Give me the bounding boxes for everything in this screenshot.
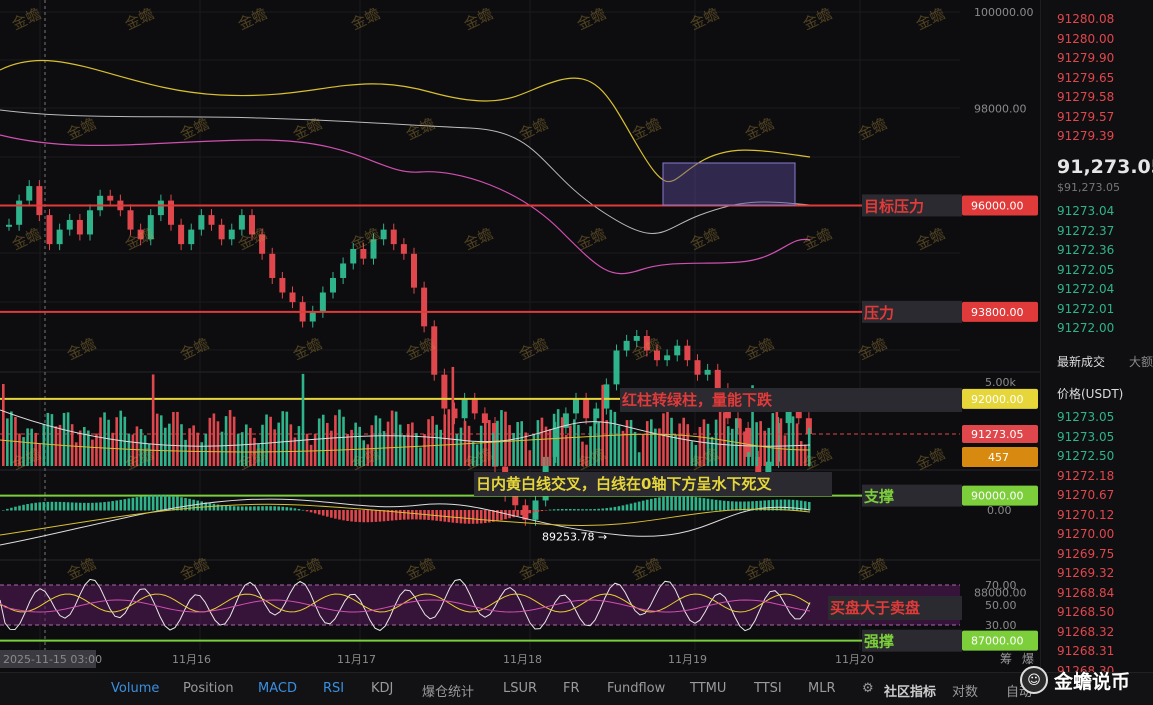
macd-histogram <box>0 495 811 546</box>
date-tick: 11月18 <box>503 653 542 666</box>
bollinger-overlays <box>0 59 811 275</box>
trade-price: 91270.67 <box>1057 488 1115 502</box>
brand-name: 金蟾说币 <box>1054 670 1131 693</box>
trade-price: 91273.05 <box>1057 429 1115 444</box>
price-tick: 100000.00 <box>974 6 1034 19</box>
level-price-tag: 96000.00 <box>971 199 1024 212</box>
indicator-toolbar: Volume Position MACD RSI KDJ 爆仓统计 LSUR FR Fundfl… <box>0 672 1153 705</box>
level-label-4: 强撑 <box>864 633 894 651</box>
indicator-tab-kdj[interactable]: KDJ <box>371 681 394 696</box>
volume-tick: 5.00k <box>985 376 1016 389</box>
level-label-0: 目标压力 <box>864 197 924 215</box>
crosshair-time: 2025-11-15 03:00 <box>3 653 102 666</box>
indicator-tab-position[interactable]: Position <box>183 681 234 696</box>
tab-large-trades[interactable]: 大额 <box>1129 355 1153 369</box>
level-label-1: 压力 <box>864 304 894 322</box>
ask-price: 91279.65 <box>1057 70 1115 85</box>
bid-price: 91272.04 <box>1057 282 1115 296</box>
low-price-marker: 89253.78 → <box>542 531 607 544</box>
rsi-tick: 70.00 <box>985 579 1017 592</box>
date-tick: 11月20 <box>835 653 874 666</box>
ask-price: 91279.39 <box>1057 129 1115 143</box>
ask-price: 91279.90 <box>1057 51 1115 65</box>
bid-price: 91272.05 <box>1057 262 1115 277</box>
corner-label-1: 筹 <box>1000 652 1013 666</box>
indicator-tab-fundflow[interactable]: Fundflow <box>607 681 666 696</box>
trade-price: 91269.32 <box>1057 566 1115 580</box>
date-tick: 11月17 <box>337 653 376 666</box>
gear-icon[interactable]: ⚙ <box>862 681 874 696</box>
trade-price: 91268.32 <box>1057 624 1115 639</box>
bid-price: 91272.00 <box>1057 321 1115 335</box>
macd-annotation: 日内黄白线交叉，白线在0轴下方呈水下死叉 <box>476 475 772 493</box>
indicator-tab-ttsi[interactable]: TTSI <box>754 681 782 696</box>
indicator-tab-rsi[interactable]: RSI <box>323 681 345 696</box>
trade-price: 91268.50 <box>1057 605 1115 619</box>
bid-price: 91273.04 <box>1057 204 1115 218</box>
indicator-tab-macd[interactable]: MACD <box>258 681 297 696</box>
trade-price: 91272.18 <box>1057 468 1115 483</box>
indicator-tab-lsur[interactable]: LSUR <box>503 681 538 696</box>
level-price-tag: 90000.00 <box>971 490 1024 503</box>
log-scale-button[interactable]: 对数 <box>952 685 979 700</box>
bid-price: 91272.36 <box>1057 243 1115 257</box>
rsi-tick: 50.00 <box>985 599 1017 612</box>
volume-annotation: 红柱转绿柱，量能下跌 <box>622 391 773 409</box>
rsi-lines <box>0 578 811 632</box>
last-price-usd: $91,273.05 <box>1057 181 1120 194</box>
trade-price: 91270.12 <box>1057 507 1115 522</box>
rsi-band <box>0 584 960 626</box>
chart-grid <box>0 0 1040 650</box>
orderbook-panel: 91280.08 91280.00 91279.90 91279.65 91279.58… <box>1040 0 1153 704</box>
brand-logo-icon: ☺ <box>1020 666 1048 694</box>
date-tick: 11月19 <box>668 653 707 666</box>
indicator-tab-volume[interactable]: Volume <box>111 681 160 696</box>
price-chart[interactable]: 目标压力压力关键位支撑强撑89253.78 → 100000.0098000.0… <box>0 0 1040 672</box>
level-price-tag: 92000.00 <box>971 393 1024 406</box>
trade-price: 91268.84 <box>1057 585 1115 600</box>
bid-price: 91272.01 <box>1057 301 1115 316</box>
indicator-tab-ttmu[interactable]: TTMU <box>690 681 727 696</box>
trade-price: 91273.05 <box>1057 410 1115 424</box>
time-axis: 2025-11-15 03:00 11月16 11月17 11月18 11月19 11月2… <box>0 650 874 668</box>
community-indicators-button[interactable]: 社区指标 <box>884 685 937 700</box>
ask-price: 91280.08 <box>1057 12 1115 26</box>
volume-bars <box>0 366 811 466</box>
price-header: 价格(USDT) <box>1057 387 1124 401</box>
ask-price: 91280.00 <box>1057 31 1115 46</box>
volume-tag: 457 <box>988 451 1009 464</box>
price-tick: 88000.00 <box>974 586 1027 599</box>
price-tags: 96000.00 93800.00 92000.00 90000.00 87000.00… <box>962 195 1038 651</box>
rsi-annotation: 买盘大于卖盘 <box>830 599 920 617</box>
indicator-tab-fr[interactable]: FR <box>563 681 580 696</box>
rsi-tick: 30.00 <box>985 619 1017 632</box>
date-tick: 11月16 <box>172 653 211 666</box>
current-price-tag: 91273.05 <box>971 428 1024 441</box>
indicator-tab-爆仓统计[interactable]: 爆仓统计 <box>422 685 475 700</box>
tab-latest-trades[interactable]: 最新成交 <box>1057 355 1106 369</box>
level-label-3: 支撑 <box>863 488 894 506</box>
price-axis: 100000.0098000.0088000.0086000.005.00k0.… <box>974 6 1034 632</box>
trade-price: 91272.50 <box>1057 449 1115 463</box>
price-tick: 98000.00 <box>974 103 1027 116</box>
trade-price: 91270.00 <box>1057 527 1115 541</box>
bid-price: 91272.37 <box>1057 223 1115 238</box>
ask-price: 91279.57 <box>1057 109 1115 124</box>
trade-price: 91269.75 <box>1057 546 1115 561</box>
level-price-tag: 93800.00 <box>971 306 1024 319</box>
consolidation-box <box>662 162 796 206</box>
indicator-tab-mlr[interactable]: MLR <box>808 681 836 696</box>
trade-price: 91268.31 <box>1057 644 1115 658</box>
macd-tick: 0.00 <box>987 504 1012 517</box>
last-price: 91,273.05 <box>1057 156 1153 178</box>
corner-label-2: 爆 <box>1022 652 1035 666</box>
level-price-tag: 87000.00 <box>971 635 1024 648</box>
ask-price: 91279.58 <box>1057 90 1115 104</box>
brand-badge: ☺ 金蟾说币 <box>1020 664 1153 696</box>
